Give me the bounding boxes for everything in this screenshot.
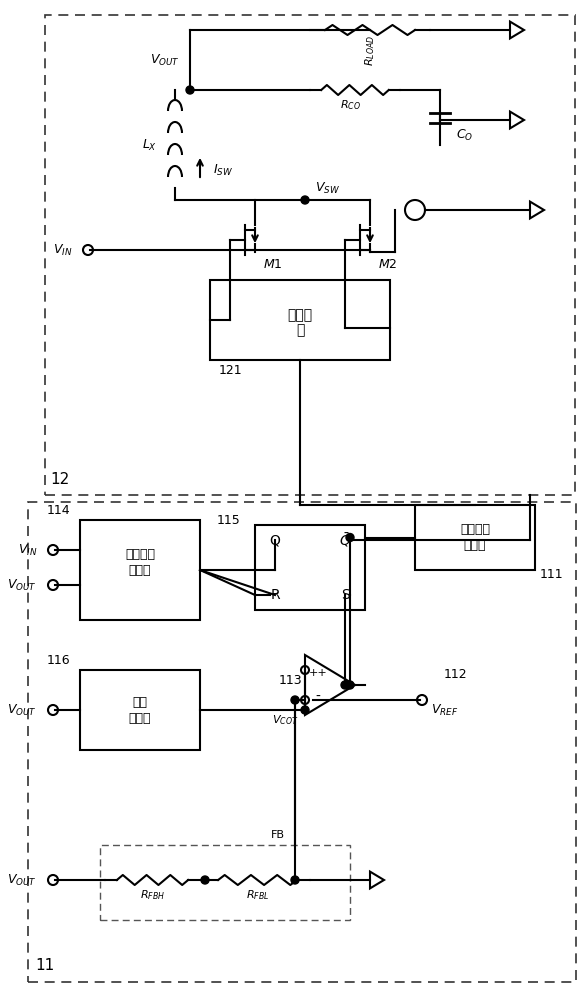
Text: 11: 11 xyxy=(35,958,55,972)
Text: $I_{SW}$: $I_{SW}$ xyxy=(213,162,233,178)
Bar xyxy=(100,845,350,920)
Text: $R_{FBL}$: $R_{FBL}$ xyxy=(247,888,269,902)
Text: 114: 114 xyxy=(46,504,70,516)
Circle shape xyxy=(341,681,349,689)
Text: $M2$: $M2$ xyxy=(378,258,397,271)
Bar xyxy=(80,520,200,620)
Text: $V_{OUT}$: $V_{OUT}$ xyxy=(150,52,180,68)
Bar xyxy=(28,502,576,982)
Bar xyxy=(80,670,200,750)
Text: R: R xyxy=(270,588,280,602)
Circle shape xyxy=(201,876,209,884)
Text: 斜坡: 斜坡 xyxy=(133,696,147,708)
Text: $V_{OUT}$: $V_{OUT}$ xyxy=(7,702,37,718)
Text: $C_O$: $C_O$ xyxy=(456,127,474,143)
Text: $R_{CO}$: $R_{CO}$ xyxy=(339,98,360,112)
Bar xyxy=(45,15,575,495)
Text: 产生器: 产生器 xyxy=(129,712,151,724)
Text: 预驱动: 预驱动 xyxy=(288,308,312,322)
Bar xyxy=(210,280,390,360)
Text: $V_{IN}$: $V_{IN}$ xyxy=(18,542,37,558)
Text: 116: 116 xyxy=(46,654,70,666)
Circle shape xyxy=(346,681,354,689)
Text: 111: 111 xyxy=(540,568,564,582)
Circle shape xyxy=(301,196,309,204)
Text: $V_{OUT}$: $V_{OUT}$ xyxy=(7,872,37,888)
Text: $R_{LOAD}$: $R_{LOAD}$ xyxy=(363,34,377,66)
Text: -: - xyxy=(316,690,321,704)
Circle shape xyxy=(291,876,299,884)
Text: 单发开路: 单发开路 xyxy=(125,548,155,562)
Circle shape xyxy=(291,696,299,704)
Text: 电流滤波: 电流滤波 xyxy=(460,523,490,536)
Text: 定时器: 定时器 xyxy=(129,564,151,576)
Text: 萃取器: 萃取器 xyxy=(464,539,486,552)
Text: $V_{REF}$: $V_{REF}$ xyxy=(431,702,458,718)
Text: $R_{FBH}$: $R_{FBH}$ xyxy=(140,888,166,902)
Text: 113: 113 xyxy=(278,674,302,686)
Text: FB: FB xyxy=(271,830,285,840)
Text: $V_{IN}$: $V_{IN}$ xyxy=(53,242,72,258)
Text: S: S xyxy=(340,588,349,602)
Circle shape xyxy=(346,534,354,542)
Text: 112: 112 xyxy=(443,668,467,682)
Bar xyxy=(255,525,365,610)
Text: ++: ++ xyxy=(309,668,328,678)
Text: 115: 115 xyxy=(216,514,240,526)
Text: 121: 121 xyxy=(218,363,242,376)
Circle shape xyxy=(301,706,309,714)
Text: $V_{OUT}$: $V_{OUT}$ xyxy=(7,577,37,593)
Text: $M1$: $M1$ xyxy=(263,258,282,271)
Text: $L_X$: $L_X$ xyxy=(142,137,157,153)
Text: $V_{COT}$: $V_{COT}$ xyxy=(272,713,298,727)
Text: $V_{SW}$: $V_{SW}$ xyxy=(315,180,340,196)
Text: 器: 器 xyxy=(296,323,304,337)
Text: Q: Q xyxy=(269,533,281,547)
Text: $\bar{Q}$: $\bar{Q}$ xyxy=(339,531,351,549)
Text: 12: 12 xyxy=(50,473,70,488)
Circle shape xyxy=(186,86,194,94)
Bar xyxy=(415,505,535,570)
